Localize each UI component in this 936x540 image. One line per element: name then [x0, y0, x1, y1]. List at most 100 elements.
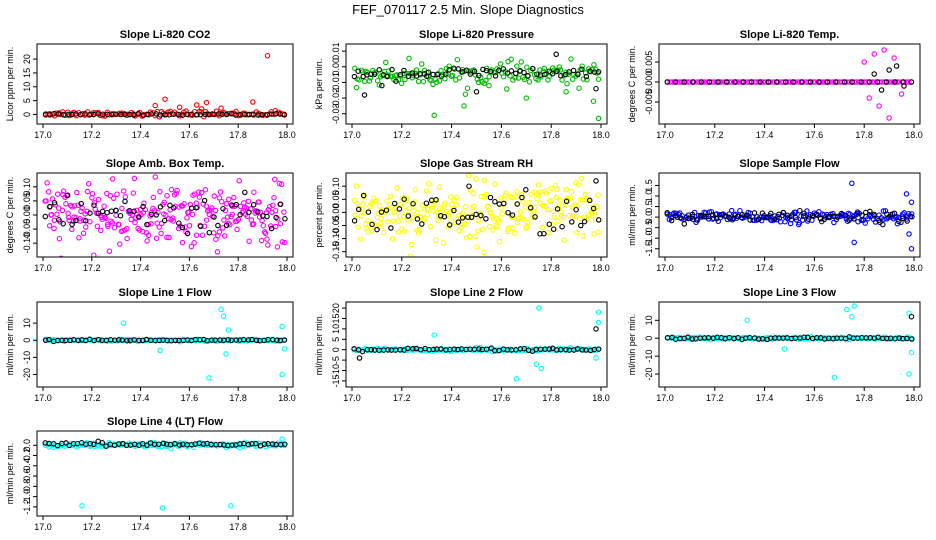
data-point	[264, 213, 270, 220]
data-point	[436, 78, 443, 84]
data-point	[174, 187, 180, 194]
data-point	[124, 225, 130, 232]
data-point	[144, 221, 150, 228]
data-point	[256, 199, 262, 205]
data-point	[260, 222, 267, 229]
data-point	[104, 209, 110, 216]
data-point	[562, 201, 569, 207]
data-point	[56, 217, 62, 223]
data-point-outlier	[898, 91, 905, 97]
data-point	[405, 73, 412, 79]
data-point	[759, 210, 766, 216]
y-axis-label: degrees C per min.	[5, 177, 15, 254]
data-point	[530, 65, 536, 72]
data-point	[91, 200, 98, 206]
data-point	[170, 215, 176, 221]
x-tick-label: 17.8	[855, 130, 873, 140]
data-point	[553, 194, 560, 201]
x-axis: 17.0 17.2 17.4 17.6 17.8 18.0	[656, 257, 923, 273]
data-point	[224, 214, 231, 220]
data-point	[48, 212, 55, 218]
data-point	[76, 235, 82, 241]
data-point	[592, 216, 598, 222]
data-points	[42, 306, 288, 381]
data-point	[105, 223, 111, 230]
data-point	[404, 197, 410, 204]
plot-frame	[658, 43, 921, 125]
data-point	[414, 216, 421, 222]
data-point	[354, 201, 361, 207]
data-point	[265, 242, 271, 248]
data-point	[833, 79, 839, 85]
data-point	[788, 216, 795, 223]
data-point	[549, 70, 556, 77]
data-point	[253, 440, 259, 447]
data-point	[537, 189, 543, 195]
data-point	[193, 232, 200, 238]
data-point	[80, 230, 87, 237]
data-point	[473, 176, 479, 182]
plot-frame	[36, 301, 294, 388]
data-point	[451, 346, 457, 352]
data-point	[568, 56, 574, 62]
y-axis: 0.0-0.2-0.4-0.6-0.8-1.0-1.2	[22, 439, 37, 515]
data-point-outlier	[861, 59, 867, 65]
data-point-outlier	[281, 346, 288, 352]
x-tick-label: 17.6	[493, 130, 511, 140]
data-point	[498, 195, 504, 201]
data-point-outlier	[513, 376, 520, 382]
panel-8: Slope Line 2 Flow 17.0 17.2 17.4 17.6 17.8 18.…	[314, 287, 610, 403]
data-point	[193, 205, 199, 211]
data-point	[465, 214, 471, 220]
data-point	[406, 55, 412, 62]
data-point	[277, 221, 284, 227]
data-point	[371, 222, 378, 228]
data-point	[433, 79, 440, 85]
data-point	[412, 186, 419, 193]
data-point	[236, 178, 242, 184]
data-point-outlier	[533, 361, 540, 368]
y-tick-label: 0.000	[644, 71, 654, 94]
data-point	[271, 194, 277, 201]
data-point-outlier	[908, 313, 915, 320]
data-point	[87, 440, 93, 447]
data-point	[195, 189, 202, 195]
data-point	[153, 235, 160, 242]
y-tick-label: 5	[331, 337, 341, 342]
data-point	[78, 208, 84, 215]
data-point	[534, 71, 540, 77]
data-point	[113, 207, 119, 214]
data-point	[214, 249, 221, 255]
data-point	[516, 214, 523, 221]
data-point	[176, 442, 183, 448]
data-point	[130, 190, 137, 196]
data-point	[274, 244, 281, 250]
data-point-outlier	[886, 115, 892, 121]
data-point	[401, 213, 407, 220]
data-point	[475, 79, 482, 86]
data-point	[212, 207, 219, 214]
data-point	[689, 211, 696, 218]
data-point	[884, 335, 890, 342]
data-point	[64, 337, 71, 343]
x-tick-label: 17.0	[656, 130, 674, 140]
data-point	[197, 223, 204, 230]
data-point	[202, 187, 209, 193]
data-point	[718, 79, 724, 85]
data-point-outlier	[851, 303, 857, 309]
data-point	[551, 214, 557, 220]
data-point	[463, 67, 470, 74]
data-point	[414, 209, 421, 216]
y-axis: 1.51.00.50.0-0.5-1.0-1.5	[644, 179, 659, 257]
data-point	[563, 186, 570, 193]
data-point	[124, 235, 130, 242]
data-point	[755, 216, 762, 223]
data-point	[807, 79, 814, 85]
y-tick-label: -0.4	[22, 458, 32, 474]
data-point	[595, 76, 602, 82]
data-point	[59, 207, 66, 214]
data-point	[882, 208, 889, 214]
data-point	[427, 223, 434, 230]
series-valve-slope	[42, 436, 287, 511]
data-point	[510, 225, 516, 231]
